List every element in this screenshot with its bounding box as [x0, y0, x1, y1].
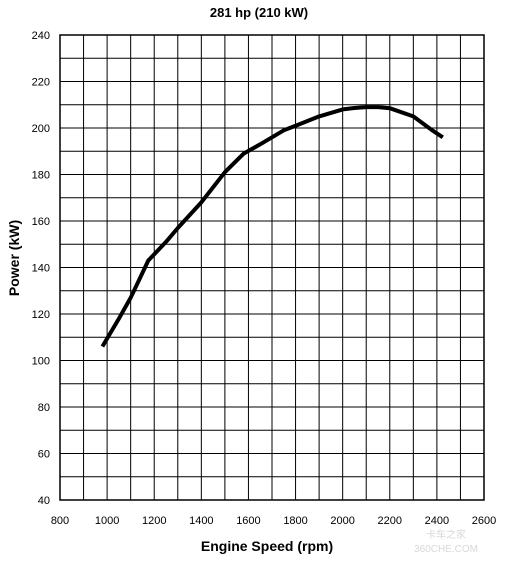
x-tick-label: 1800	[283, 515, 307, 527]
watermark-logo-text: 卡车之家	[426, 528, 466, 541]
x-axis-title: Engine Speed (rpm)	[201, 538, 333, 554]
y-tick-label: 120	[32, 309, 50, 321]
y-tick-label: 100	[32, 356, 50, 368]
power-curve	[100, 105, 444, 348]
plot-frame	[59, 34, 485, 501]
x-tick-label: 1000	[95, 515, 119, 527]
y-tick-label: 200	[32, 123, 50, 135]
y-tick-label: 220	[32, 77, 50, 89]
y-tick-label: 140	[32, 263, 50, 275]
x-tick-label: 800	[51, 515, 69, 527]
y-tick-label: 80	[38, 402, 50, 414]
y-tick-label: 60	[38, 449, 50, 461]
x-tick-label: 1400	[189, 515, 213, 527]
grid	[59, 34, 485, 501]
watermark-url: 360CHE.COM	[414, 544, 478, 555]
watermark: 卡车之家 360CHE.COM	[414, 528, 478, 555]
x-tick-label: 1600	[236, 515, 260, 527]
y-tick-label: 180	[32, 170, 50, 182]
x-tick-label: 2400	[425, 515, 449, 527]
x-tick-label: 1200	[142, 515, 166, 527]
x-tick-label: 2200	[378, 515, 402, 527]
series	[100, 105, 444, 348]
y-tick-label: 160	[32, 216, 50, 228]
y-tick-label: 240	[32, 30, 50, 42]
x-tick-label: 2000	[330, 515, 354, 527]
tick-labels: 40 60 80 100 120 140 160 180 200 220 240 800 1000 120…	[32, 30, 497, 527]
y-tick-label: 40	[38, 495, 50, 507]
x-tick-label: 2600	[472, 515, 496, 527]
chart-title: 281 hp (210 kW)	[210, 5, 308, 20]
y-axis-title: Power (kW)	[6, 220, 22, 296]
